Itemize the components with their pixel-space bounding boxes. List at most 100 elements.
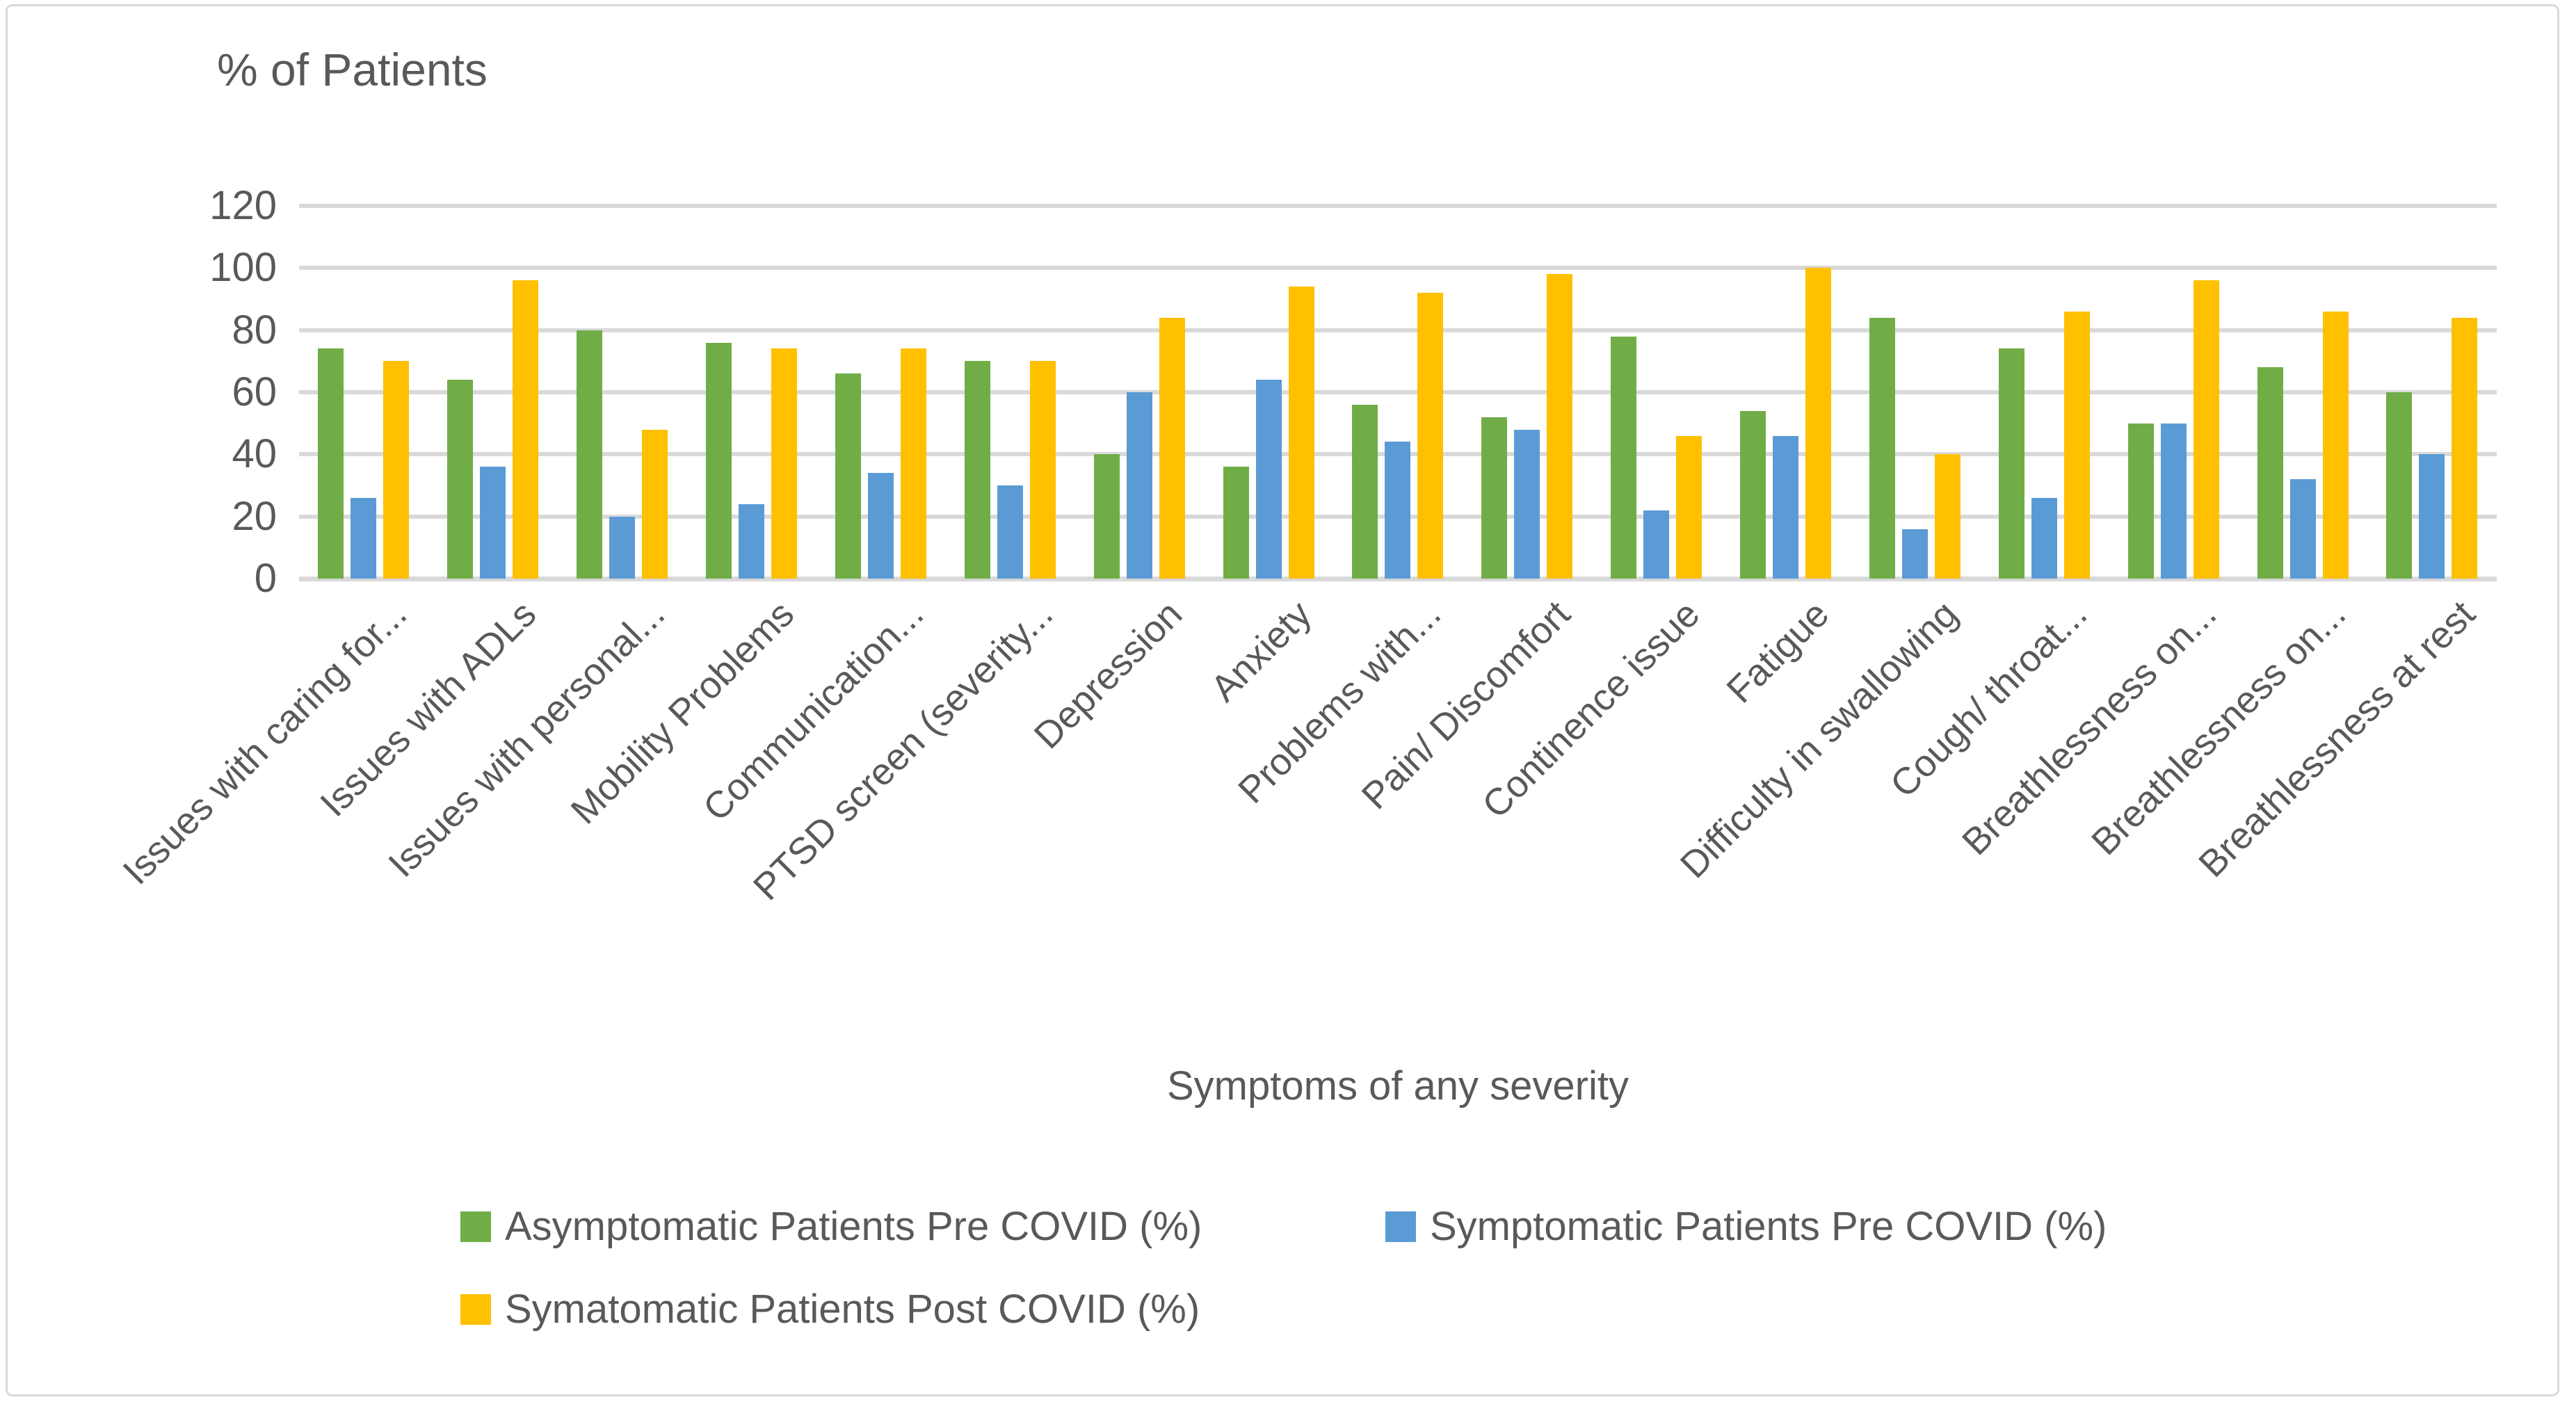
bar: [383, 361, 410, 579]
bars-layer: [299, 206, 2497, 579]
bar: [1901, 529, 1928, 579]
y-tick-label-20: 20: [232, 493, 277, 539]
legend-swatch-icon: [460, 1211, 491, 1242]
legend-item-1: Asymptomatic Patients Pre COVID (%): [460, 1203, 1385, 1250]
bar: [1255, 380, 1282, 579]
bar: [1676, 435, 1702, 579]
bar-group-10: [1463, 206, 1592, 579]
bar: [2193, 280, 2219, 579]
bar: [642, 429, 668, 579]
x-category-label-11: Continence issue: [1474, 593, 1707, 827]
bar: [867, 473, 894, 579]
bar-group-5: [816, 206, 946, 579]
bar: [609, 516, 636, 579]
bar-group-3: [558, 206, 687, 579]
bar: [1514, 429, 1540, 579]
bar: [1869, 317, 1895, 579]
bar: [1352, 404, 1378, 579]
x-category-label-4: Mobility Problems: [563, 593, 803, 832]
bar: [1481, 417, 1508, 579]
bar-group-15: [2109, 206, 2238, 579]
gridline-100: [299, 266, 2497, 271]
x-category-label-5: Communication...: [695, 593, 932, 830]
bar: [1998, 348, 2024, 579]
bar: [480, 467, 506, 579]
legend-swatch-icon: [1385, 1211, 1416, 1242]
bar: [2386, 392, 2413, 579]
x-category-label-12: Fatigue: [1718, 593, 1837, 711]
x-category-label-8: Anxiety: [1202, 593, 1320, 710]
x-category-label-15: Breathlessness on...: [1954, 593, 2225, 864]
bar: [1288, 287, 1314, 579]
x-category-label-2: Issues with ADLs: [312, 593, 544, 825]
legend-label: Symatomatic Patients Post COVID (%): [505, 1287, 1200, 1332]
chart-title: % of Patients: [217, 44, 488, 95]
bar: [577, 330, 603, 579]
bar: [1547, 274, 1573, 579]
bar: [1805, 268, 1832, 579]
bar: [997, 485, 1023, 579]
bar: [2322, 311, 2349, 579]
bar-group-14: [1979, 206, 2109, 579]
bar: [1611, 336, 1637, 579]
legend-item-3: Symatomatic Patients Post COVID (%): [460, 1286, 1200, 1332]
bar-group-2: [428, 206, 558, 579]
bar: [1773, 435, 1799, 579]
legend-row-2: Symatomatic Patients Post COVID (%): [460, 1286, 2269, 1332]
bar: [1159, 317, 1185, 579]
bar-group-7: [1074, 206, 1204, 579]
bar: [964, 361, 990, 579]
x-category-label-16: Breathlessness on...: [2083, 593, 2354, 864]
bar-group-1: [299, 206, 428, 579]
figure-border: [6, 4, 2559, 1396]
y-tick-label-100: 100: [209, 245, 277, 291]
bar: [771, 348, 798, 579]
bar-group-6: [945, 206, 1074, 579]
gridline-120: [299, 204, 2497, 208]
legend-label: Symptomatic Patients Pre COVID (%): [1430, 1204, 2107, 1249]
bar-group-17: [2367, 206, 2497, 579]
bar: [513, 280, 539, 579]
bar: [1223, 467, 1249, 579]
y-tick-label-80: 80: [232, 307, 277, 353]
bar: [2257, 367, 2283, 579]
legend-row-1: Asymptomatic Patients Pre COVID (%) Sympt…: [460, 1203, 2269, 1250]
bar: [2127, 423, 2154, 579]
bar: [1126, 392, 1152, 579]
legend: Asymptomatic Patients Pre COVID (%) Sympt…: [460, 1203, 2269, 1369]
y-tick-label-40: 40: [232, 431, 277, 477]
bar: [1029, 361, 1056, 579]
bar-group-4: [687, 206, 816, 579]
plot-area: [299, 204, 2497, 581]
bar: [1643, 510, 1670, 579]
bar: [2063, 311, 2090, 579]
bar: [1740, 410, 1766, 579]
bar: [2031, 497, 2057, 579]
bar: [1093, 454, 1120, 579]
bar: [739, 503, 765, 579]
bar: [2160, 423, 2187, 579]
bar: [900, 348, 926, 579]
legend-label: Asymptomatic Patients Pre COVID (%): [505, 1204, 1202, 1249]
gridline-60: [299, 390, 2497, 394]
bar: [351, 497, 377, 579]
y-tick-label-120: 120: [209, 183, 277, 228]
bar-group-9: [1333, 206, 1463, 579]
gridline-0: [299, 577, 2497, 581]
bar: [318, 348, 344, 579]
bar-group-16: [2238, 206, 2367, 579]
bar: [2289, 479, 2316, 579]
gridline-80: [299, 328, 2497, 332]
bar: [2452, 317, 2478, 579]
legend-swatch-icon: [460, 1294, 491, 1325]
x-axis-title: Symptoms of any severity: [1167, 1063, 1629, 1109]
bar: [1934, 454, 1961, 579]
bar: [1385, 442, 1411, 579]
bar: [2419, 454, 2445, 579]
bar-group-12: [1721, 206, 1851, 579]
bar-group-8: [1204, 206, 1333, 579]
y-tick-label-60: 60: [232, 369, 277, 414]
y-tick-label-0: 0: [254, 556, 277, 601]
bar-group-11: [1592, 206, 1721, 579]
